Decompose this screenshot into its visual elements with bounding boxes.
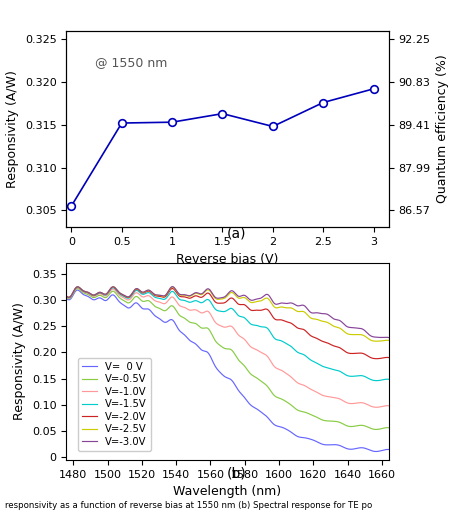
V=-1.5V xyxy=(201,298,207,305)
V=-2.0V xyxy=(386,355,392,361)
V=-2.0V xyxy=(100,291,106,297)
V=-1.0V xyxy=(201,309,207,315)
V=  0 V xyxy=(345,446,351,452)
V=-2.5V xyxy=(64,293,69,299)
V=-3.0V xyxy=(64,293,69,299)
V=-2.0V xyxy=(75,284,81,290)
V=-0.5V xyxy=(386,425,392,431)
V=-3.0V xyxy=(187,292,193,298)
V=  0 V xyxy=(64,295,69,301)
V=-2.5V xyxy=(100,291,106,297)
Y-axis label: Responsivity (A/W): Responsivity (A/W) xyxy=(6,70,19,188)
V=-1.0V xyxy=(374,404,379,410)
Line: V=-0.5V: V=-0.5V xyxy=(66,289,389,429)
Legend: V=  0 V, V=-0.5V, V=-1.0V, V=-1.5V, V=-2.0V, V=-2.5V, V=-3.0V: V= 0 V, V=-0.5V, V=-1.0V, V=-1.5V, V=-2.… xyxy=(78,358,151,451)
V=-2.0V xyxy=(119,292,125,298)
V=-1.5V xyxy=(187,299,193,306)
V=-2.0V xyxy=(380,355,385,361)
Line: V=-3.0V: V=-3.0V xyxy=(66,287,389,338)
Line: V=-1.0V: V=-1.0V xyxy=(66,288,389,407)
V=-0.5V xyxy=(345,423,351,429)
V=-3.0V xyxy=(386,335,392,341)
V=  0 V xyxy=(75,287,81,293)
Y-axis label: Quantum efficiency (%): Quantum efficiency (%) xyxy=(436,55,449,203)
V=-0.5V xyxy=(75,286,81,292)
V=-2.0V xyxy=(345,350,351,356)
V=-2.0V xyxy=(201,293,207,299)
V=-3.0V xyxy=(201,289,207,295)
V=-2.0V xyxy=(374,356,379,362)
V=-1.5V xyxy=(64,293,69,299)
Line: V=-2.5V: V=-2.5V xyxy=(66,287,389,341)
V=-1.0V xyxy=(380,403,385,409)
Line: V=  0 V: V= 0 V xyxy=(66,290,389,452)
V=  0 V xyxy=(201,348,207,354)
Text: (a): (a) xyxy=(227,226,247,241)
V=-0.5V xyxy=(187,319,193,326)
V=-0.5V xyxy=(380,425,385,431)
V=  0 V xyxy=(119,301,125,307)
V=-1.0V xyxy=(345,400,351,406)
V=-2.5V xyxy=(380,338,385,344)
V=  0 V xyxy=(373,449,379,455)
V=-2.0V xyxy=(64,293,69,299)
Text: responsivity as a function of reverse bias at 1550 nm (b) Spectral response for : responsivity as a function of reverse bi… xyxy=(5,501,372,510)
Line: V=-2.0V: V=-2.0V xyxy=(66,287,389,359)
V=-1.0V xyxy=(187,307,193,313)
V=-2.5V xyxy=(119,291,125,297)
V=-1.5V xyxy=(380,377,385,383)
Line: V=-1.5V: V=-1.5V xyxy=(66,287,389,381)
V=-2.0V xyxy=(187,295,193,301)
V=-1.5V xyxy=(75,284,81,290)
V=-2.5V xyxy=(187,293,193,299)
X-axis label: Wavelength (nm): Wavelength (nm) xyxy=(173,485,282,498)
V=-1.0V xyxy=(386,403,392,409)
V=-1.5V xyxy=(100,291,106,297)
V=-3.0V xyxy=(345,324,351,330)
V=-0.5V xyxy=(119,297,125,303)
V=-2.5V xyxy=(374,338,380,344)
V=  0 V xyxy=(100,297,106,303)
Y-axis label: Responsivity (A/W): Responsivity (A/W) xyxy=(13,303,27,421)
V=-3.0V xyxy=(170,284,175,290)
V=-1.0V xyxy=(64,294,69,300)
V=-1.0V xyxy=(100,292,106,298)
V=-1.5V xyxy=(345,373,351,379)
Text: (b): (b) xyxy=(227,467,247,481)
V=  0 V xyxy=(187,338,193,344)
V=-3.0V xyxy=(100,291,106,297)
V=  0 V xyxy=(380,447,385,453)
V=-2.5V xyxy=(345,331,351,337)
V=-1.5V xyxy=(119,292,125,298)
V=-0.5V xyxy=(100,294,106,300)
V=-1.5V xyxy=(374,378,379,384)
V=-2.5V xyxy=(386,337,392,343)
V=-3.0V xyxy=(380,334,385,340)
V=-1.0V xyxy=(75,285,81,291)
Text: @ 1550 nm: @ 1550 nm xyxy=(95,56,168,69)
V=-1.5V xyxy=(386,376,392,382)
V=-0.5V xyxy=(201,325,207,331)
V=-0.5V xyxy=(64,294,69,300)
V=-3.0V xyxy=(119,291,125,297)
V=-1.0V xyxy=(119,294,125,300)
V=-0.5V xyxy=(374,426,379,432)
V=  0 V xyxy=(386,447,392,453)
V=-2.5V xyxy=(201,290,207,296)
V=-2.5V xyxy=(75,284,81,290)
X-axis label: Reverse bias (V): Reverse bias (V) xyxy=(176,252,279,266)
